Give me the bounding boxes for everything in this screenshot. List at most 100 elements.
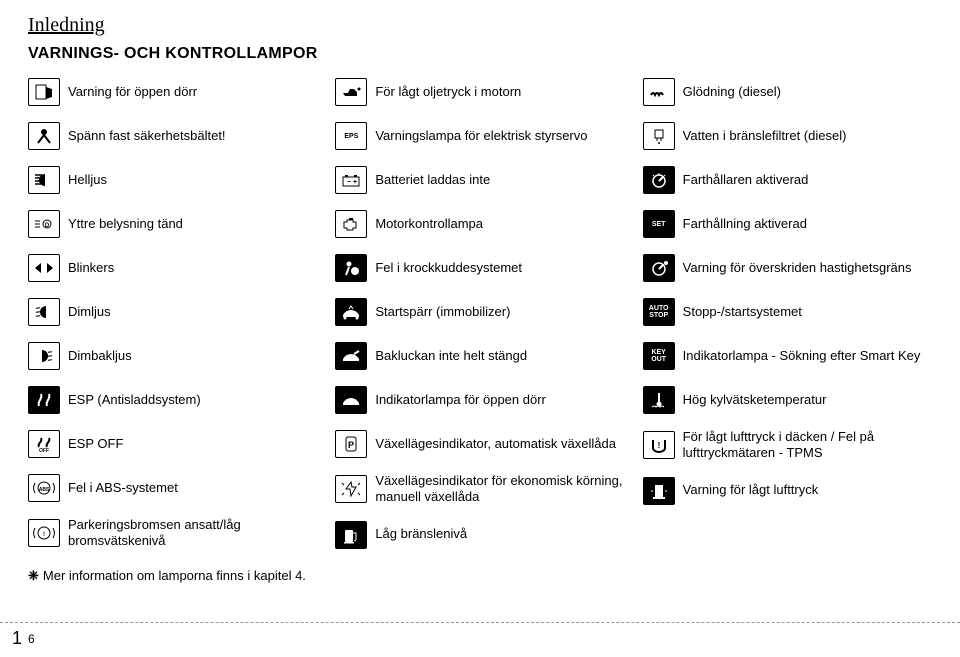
section-title: Inledning xyxy=(28,14,932,37)
indicator-row: Växellägesindikator för ekonomisk körnin… xyxy=(335,473,624,506)
gear-eco-icon xyxy=(335,475,367,503)
gear-auto-icon: P xyxy=(335,430,367,458)
indicator-row: Helljus xyxy=(28,165,317,195)
indicator-label: Vatten i bränslefiltret (diesel) xyxy=(683,128,847,144)
indicator-label: Dimljus xyxy=(68,304,111,320)
indicator-row: Varning för öppen dörr xyxy=(28,77,317,107)
indicator-row: Glödning (diesel) xyxy=(643,77,932,107)
indicator-row: Blinkers xyxy=(28,253,317,283)
fuel-filter-icon xyxy=(643,122,675,150)
indicator-label: Farthållaren aktiverad xyxy=(683,172,809,188)
indicator-label: Varning för öppen dörr xyxy=(68,84,197,100)
indicator-row: Varning för överskriden hastighetsgräns xyxy=(643,253,932,283)
indicator-row: Motorkontrollampa xyxy=(335,209,624,239)
indicator-row: EPS Varningslampa för elektrisk styrservo xyxy=(335,121,624,151)
indicator-label: Startspärr (immobilizer) xyxy=(375,304,510,320)
brake-icon: ! xyxy=(28,519,60,547)
indicator-label: Växellägesindikator, automatisk växellåd… xyxy=(375,436,616,452)
svg-text:−: − xyxy=(347,179,351,186)
trunk-open-icon xyxy=(335,342,367,370)
oil-icon xyxy=(335,78,367,106)
key-out-icon: KEY OUT xyxy=(643,342,675,370)
speed-limit-icon xyxy=(643,254,675,282)
seatbelt-icon xyxy=(28,122,60,150)
indicator-row: Hög kylvätsketemperatur xyxy=(643,385,932,415)
cruise-icon xyxy=(643,166,675,194)
exterior-light-icon: D xyxy=(28,210,60,238)
indicator-row: Fel i krockkuddesystemet xyxy=(335,253,624,283)
indicator-row: Dimljus xyxy=(28,297,317,327)
indicator-label: Varning för överskriden hastighetsgräns xyxy=(683,260,912,276)
indicator-label: Fel i krockkuddesystemet xyxy=(375,260,522,276)
indicator-row: Startspärr (immobilizer) xyxy=(335,297,624,327)
esp-off-icon: OFF xyxy=(28,430,60,458)
footnote-marker: ❈ xyxy=(28,568,39,583)
svg-text:ABS: ABS xyxy=(39,487,50,493)
indicator-label: Fel i ABS-systemet xyxy=(68,480,178,496)
column-1: Varning för öppen dörr Spänn fast säkerhe… xyxy=(28,77,317,550)
indicator-label: Bakluckan inte helt stängd xyxy=(375,348,527,364)
set-icon: SET xyxy=(643,210,675,238)
indicator-label: Hög kylvätsketemperatur xyxy=(683,392,827,408)
indicator-row: P Växellägesindikator, automatisk växellå… xyxy=(335,429,624,459)
indicator-label: Stopp-/startsystemet xyxy=(683,304,802,320)
eps-icon: EPS xyxy=(335,122,367,150)
front-fog-icon xyxy=(28,298,60,326)
indicator-row: Varning för lågt lufttryck xyxy=(643,476,932,506)
footnote-text: Mer information om lamporna finns i kapi… xyxy=(43,568,306,583)
indicator-row: ABS Fel i ABS-systemet xyxy=(28,473,317,503)
indicator-row: Bakluckan inte helt stängd xyxy=(335,341,624,371)
indicator-label: För lågt oljetryck i motorn xyxy=(375,84,521,100)
indicator-row: ! Parkeringsbromsen ansatt/låg bromsvätsk… xyxy=(28,517,317,550)
column-2: För lågt oljetryck i motorn EPS Varningsla… xyxy=(335,77,624,550)
indicator-label: Yttre belysning tänd xyxy=(68,216,183,232)
column-3: Glödning (diesel) Vatten i bränslefiltret… xyxy=(643,77,932,550)
immobilizer-icon xyxy=(335,298,367,326)
airbag-icon xyxy=(335,254,367,282)
svg-text:P: P xyxy=(348,440,354,450)
coolant-temp-icon xyxy=(643,386,675,414)
fuel-icon xyxy=(335,521,367,549)
abs-icon: ABS xyxy=(28,474,60,502)
indicator-grid: Varning för öppen dörr Spänn fast säkerhe… xyxy=(28,77,932,550)
indicator-label: Blinkers xyxy=(68,260,114,276)
footnote: ❈ Mer information om lamporna finns i kap… xyxy=(28,568,932,584)
indicator-label: Varningslampa för elektrisk styrservo xyxy=(375,128,587,144)
indicator-row: SET Farthållning aktiverad xyxy=(643,209,932,239)
glow-plug-icon xyxy=(643,78,675,106)
battery-icon: −+ xyxy=(335,166,367,194)
svg-text:!: ! xyxy=(43,532,45,538)
turn-signal-icon xyxy=(28,254,60,282)
indicator-label: ESP (Antisladdsystem) xyxy=(68,392,201,408)
esp-icon xyxy=(28,386,60,414)
svg-text:!: ! xyxy=(657,441,660,450)
indicator-row: −+Batteriet laddas inte xyxy=(335,165,624,195)
indicator-row: För lågt oljetryck i motorn xyxy=(335,77,624,107)
indicator-label: Dimbakljus xyxy=(68,348,132,364)
indicator-row: !För lågt lufttryck i däcken / Fel på lu… xyxy=(643,429,932,462)
indicator-label: Helljus xyxy=(68,172,107,188)
indicator-row: Farthållaren aktiverad xyxy=(643,165,932,195)
auto-stop-icon: AUTO STOP xyxy=(643,298,675,326)
low-tire-icon xyxy=(643,477,675,505)
page-divider xyxy=(0,622,960,623)
indicator-row: KEY OUT Indikatorlampa - Sökning efter Sm… xyxy=(643,341,932,371)
indicator-row: D Yttre belysning tänd xyxy=(28,209,317,239)
indicator-label: Glödning (diesel) xyxy=(683,84,781,100)
page-heading: VARNINGS- OCH KONTROLLAMPOR xyxy=(28,45,932,63)
tpms-icon: ! xyxy=(643,431,675,459)
indicator-row: Indikatorlampa för öppen dörr xyxy=(335,385,624,415)
indicator-label: Växellägesindikator för ekonomisk körnin… xyxy=(375,473,624,506)
rear-fog-icon xyxy=(28,342,60,370)
indicator-label: Farthållning aktiverad xyxy=(683,216,807,232)
indicator-label: Parkeringsbromsen ansatt/låg bromsvätske… xyxy=(68,517,317,550)
page-chapter: 1 xyxy=(12,628,22,649)
indicator-label: Indikatorlampa - Sökning efter Smart Key xyxy=(683,348,921,364)
indicator-label: Indikatorlampa för öppen dörr xyxy=(375,392,546,408)
high-beam-icon xyxy=(28,166,60,194)
door-open-icon xyxy=(28,78,60,106)
engine-icon xyxy=(335,210,367,238)
indicator-label: Låg bränslenivå xyxy=(375,526,467,542)
indicator-row: AUTO STOP Stopp-/startsystemet xyxy=(643,297,932,327)
indicator-label: Spänn fast säkerhetsbältet! xyxy=(68,128,226,144)
